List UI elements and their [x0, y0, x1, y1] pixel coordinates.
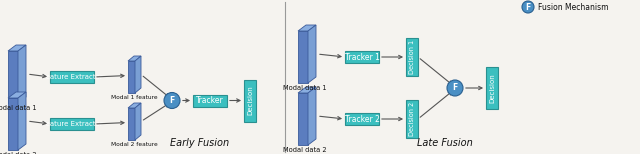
Text: Early Fusion: Early Fusion: [170, 138, 230, 148]
Polygon shape: [128, 103, 141, 108]
FancyBboxPatch shape: [244, 79, 256, 122]
FancyBboxPatch shape: [50, 118, 94, 130]
Text: Tracker 2: Tracker 2: [344, 115, 380, 124]
Polygon shape: [128, 56, 141, 61]
Text: Modal data 2: Modal data 2: [0, 152, 37, 154]
FancyBboxPatch shape: [50, 71, 94, 83]
Polygon shape: [308, 25, 316, 83]
Polygon shape: [298, 93, 308, 145]
Text: Modal 2 feature: Modal 2 feature: [111, 142, 158, 147]
Text: Modal data 2: Modal data 2: [283, 147, 327, 153]
Polygon shape: [135, 103, 141, 140]
Polygon shape: [308, 87, 316, 145]
Polygon shape: [128, 108, 135, 140]
FancyBboxPatch shape: [406, 38, 418, 76]
Text: Decision: Decision: [489, 73, 495, 103]
Polygon shape: [8, 51, 18, 103]
FancyBboxPatch shape: [486, 67, 498, 109]
Text: Modal 1 feature: Modal 1 feature: [111, 95, 158, 100]
FancyBboxPatch shape: [345, 113, 379, 125]
Polygon shape: [135, 56, 141, 93]
FancyBboxPatch shape: [193, 95, 227, 107]
Circle shape: [164, 93, 180, 109]
Polygon shape: [128, 61, 135, 93]
Text: Feature Extractor: Feature Extractor: [42, 74, 102, 80]
Polygon shape: [298, 25, 316, 31]
Polygon shape: [8, 98, 18, 150]
Polygon shape: [8, 45, 26, 51]
Text: Tracker 1: Tracker 1: [344, 53, 380, 61]
Polygon shape: [8, 92, 26, 98]
Text: Decision 1: Decision 1: [409, 40, 415, 74]
Text: Feature Extractor: Feature Extractor: [42, 121, 102, 127]
Circle shape: [447, 80, 463, 96]
Text: Modal data 1: Modal data 1: [0, 105, 36, 111]
Text: Decision 2: Decision 2: [409, 102, 415, 136]
FancyBboxPatch shape: [406, 100, 418, 138]
Text: Modal data 1: Modal data 1: [284, 85, 327, 91]
Text: Fusion Mechanism: Fusion Mechanism: [538, 2, 609, 12]
Text: F: F: [170, 96, 175, 105]
Polygon shape: [298, 31, 308, 83]
FancyBboxPatch shape: [345, 51, 379, 63]
Text: Decision: Decision: [247, 86, 253, 115]
Text: Late Fusion: Late Fusion: [417, 138, 473, 148]
Polygon shape: [18, 45, 26, 103]
Text: F: F: [452, 83, 458, 93]
Text: F: F: [525, 2, 531, 12]
Text: Tracker: Tracker: [196, 96, 224, 105]
Polygon shape: [18, 92, 26, 150]
Circle shape: [522, 1, 534, 13]
Polygon shape: [298, 87, 316, 93]
